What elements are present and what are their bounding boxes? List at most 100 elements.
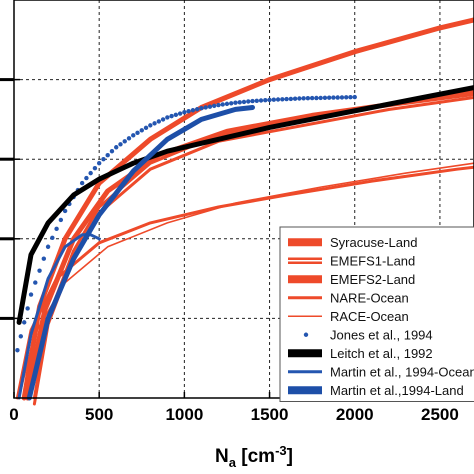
legend-label: Martin et al., 1994-Ocean [330,364,474,379]
legend-item[interactable]: Martin et al., 1994-Ocean [288,364,474,379]
legend-label: Syracuse-Land [330,235,417,250]
data-point [22,320,27,325]
data-point [135,130,140,136]
data-point [131,133,136,138]
data-point [335,95,340,100]
data-point [344,95,349,100]
legend-item[interactable]: Jones et al., 1994 [303,327,433,342]
data-point [292,96,298,101]
x-axis-title-unit: [cm [236,446,275,467]
data-point [126,136,132,141]
data-point [233,100,238,105]
data-point [96,160,102,166]
x-axis-title: Na [cm-3] [215,443,293,470]
data-point [25,306,30,311]
data-point [28,292,34,297]
data-point [275,97,281,102]
data-point [348,95,353,100]
data-point [165,115,170,120]
data-point [224,101,230,107]
series-martin-et-al-1994-ocean [17,233,101,400]
data-point [15,348,20,353]
data-point [305,96,311,101]
data-point [54,226,59,232]
x-tick-label-4: 2000 [336,405,374,424]
x-axis-title-close: ] [287,446,293,467]
legend-item[interactable]: EMEFS2-Land [288,272,415,287]
series-layer [15,17,474,406]
data-point [211,103,217,109]
data-point [314,95,319,101]
data-point [92,165,98,171]
data-point [246,99,251,104]
data-point [186,109,191,114]
data-point [288,96,294,102]
data-point [207,104,213,109]
data-point [280,97,285,102]
data-point [220,102,225,107]
series-line [15,165,474,400]
series-martin-et-al-1994-land [26,105,255,401]
legend-label: Leitch et al., 1992 [330,346,433,361]
x-axis-title-subscript: a [229,455,237,470]
legend-item[interactable]: Syracuse-Land [288,235,417,250]
data-point [271,97,277,102]
data-point [309,95,315,101]
x-tick-label-5: 2500 [421,405,459,424]
data-point [318,95,323,101]
data-point [18,334,24,339]
data-point [182,110,187,115]
data-point [122,139,127,144]
data-point [143,125,149,131]
grid [14,0,474,398]
data-point [301,96,306,101]
data-point [352,94,357,100]
data-point [284,96,289,102]
legend-item[interactable]: Martin et al.,1994-Land [288,383,464,398]
legend-item[interactable]: Leitch et al., 1992 [288,346,433,361]
series-line [26,105,255,401]
data-point [331,95,336,100]
data-point [254,98,259,103]
data-point [33,280,38,285]
legend-item[interactable]: RACE-Ocean [288,309,409,324]
legend-label: RACE-Ocean [330,309,409,324]
data-point [169,113,174,119]
data-point [152,121,157,126]
x-tick-label-1: 500 [85,405,113,424]
data-point [41,256,47,261]
data-point [216,102,221,108]
legend-item[interactable]: EMEFS1-Land [288,253,415,268]
data-point [263,97,268,103]
legend-item[interactable]: NARE-Ocean [288,290,409,305]
ticks: 0 500 1000 1500 2000 2500 [0,78,459,424]
data-point [194,107,200,112]
data-point [50,235,55,241]
data-point [79,180,85,186]
data-point [267,97,272,103]
data-point [237,100,242,105]
data-point [173,112,179,118]
data-point [37,268,42,273]
series-leitch-et-al-1992 [16,85,474,325]
series-line [17,233,101,400]
data-point [177,111,183,116]
legend-swatch [303,332,309,337]
legend[interactable]: Syracuse-Land EMEFS1-Land EMEFS2-Land NARE-… [279,226,474,402]
data-point [105,153,110,158]
data-point [88,170,93,176]
data-point [58,217,64,223]
data-point [101,157,106,162]
data-point [297,96,302,101]
data-point [258,98,264,103]
x-axis-title-base: N [215,446,229,467]
legend-label: EMEFS1-Land [330,253,415,268]
data-point [84,175,89,181]
data-point [148,123,153,128]
legend-label: Jones et al., 1994 [330,327,433,342]
data-point [241,99,247,105]
data-point [199,106,204,111]
data-point [322,95,328,101]
plot-frame [13,0,474,399]
